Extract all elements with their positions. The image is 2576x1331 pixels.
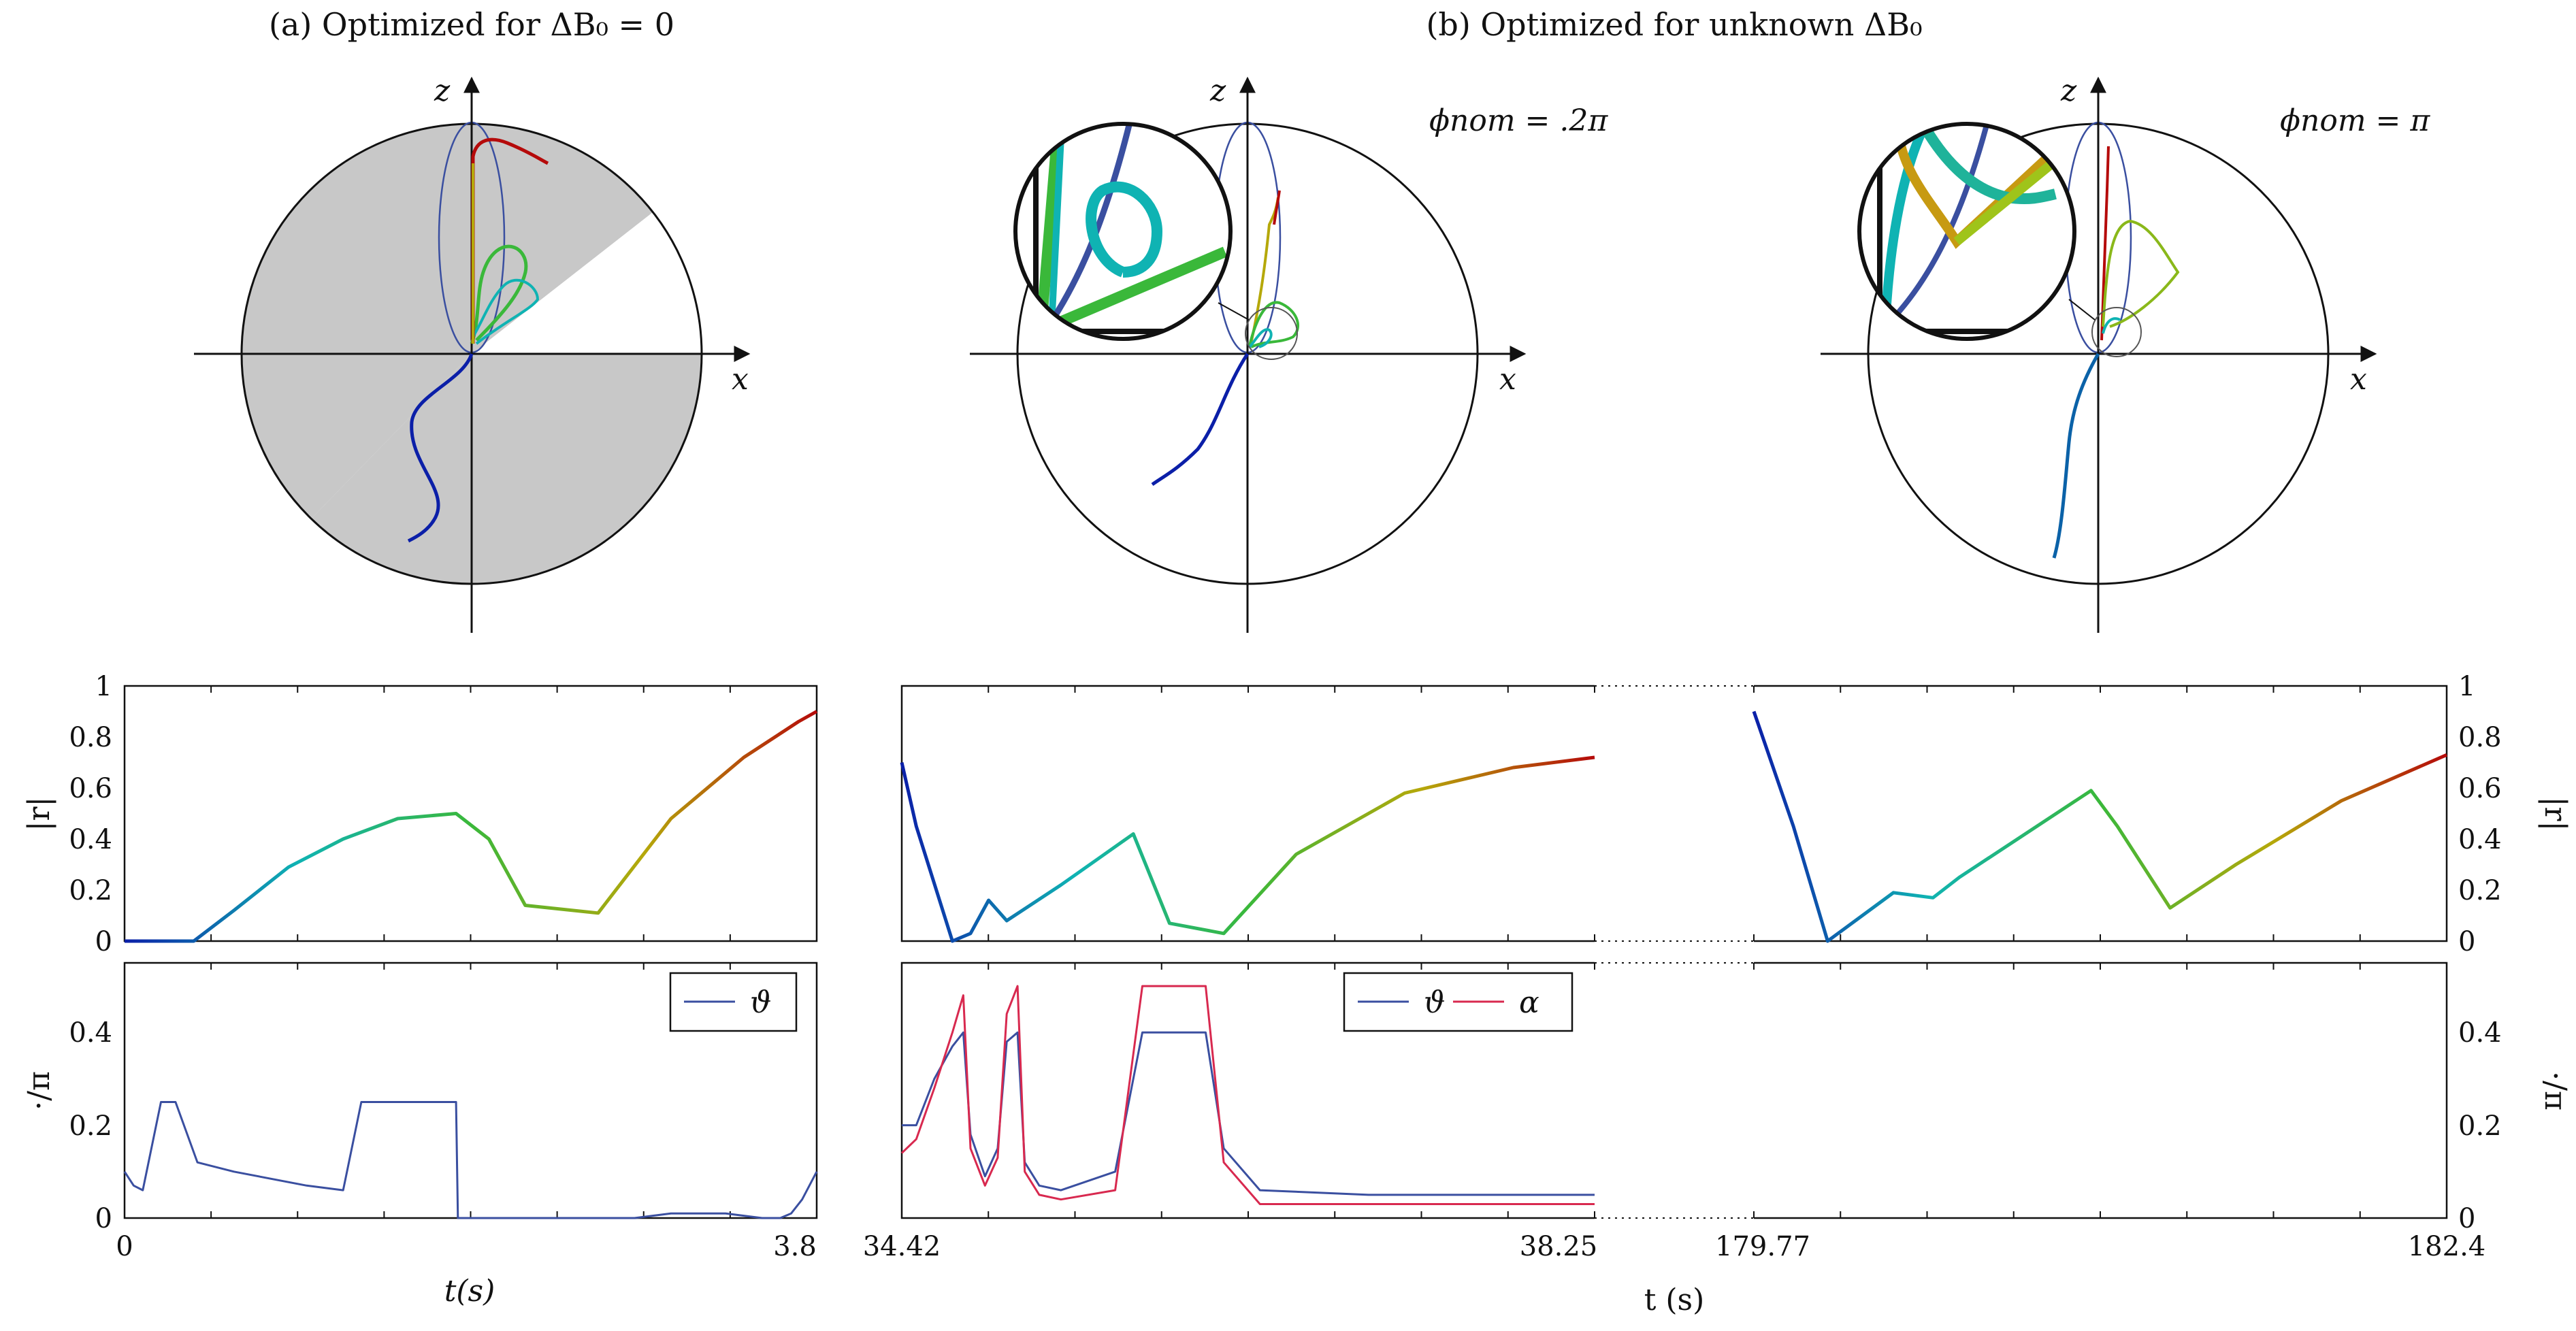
- trajectory-green: [2102, 219, 2180, 328]
- y-label-r-left: |r|: [22, 797, 56, 832]
- r-tick: 1: [2458, 671, 2475, 702]
- z-label: z: [2060, 73, 2077, 108]
- y-label-angle-left: ·/π: [22, 1071, 56, 1111]
- r-tick: 0.6: [2458, 773, 2502, 804]
- series-line-a-r: [125, 710, 818, 943]
- series-line-b-r-left: [900, 755, 1595, 943]
- r-ticks-left: 0 0.2 0.4 0.6 0.8 1: [69, 671, 112, 957]
- zoom-target: [1245, 307, 1298, 360]
- x-label-b: t (s): [1644, 1283, 1705, 1317]
- bloch-sphere-b-mid: x z ϕnom = .2π: [970, 73, 1608, 633]
- r-tick: 0.2: [2458, 875, 2502, 906]
- series-line-b-r-right: [1752, 710, 2447, 943]
- x-tick-b-left-start: 34.42: [863, 1231, 941, 1262]
- bloch-sphere-b-right: x z ϕnom = π: [1821, 73, 2430, 633]
- angle-tick: 0: [95, 1203, 112, 1234]
- plot-frame-b-r-left: [900, 685, 1595, 942]
- x-label: x: [732, 362, 749, 397]
- x-label-a: t(s): [444, 1274, 495, 1309]
- zoom-inset: [1857, 122, 2076, 341]
- angle-tick: 0: [2458, 1203, 2475, 1234]
- series-line-b-angle-left-alpha: [900, 985, 1595, 1205]
- trajectory-red: [471, 137, 549, 344]
- angle-tick: 0.4: [69, 1017, 112, 1049]
- trajectory-blue: [1151, 352, 1250, 487]
- x-tick-a-start: 0: [116, 1231, 133, 1262]
- angle-ticks-right: 0 0.2 0.4: [2458, 1017, 2502, 1234]
- series-line-b-angle-right-theta: [1754, 1102, 2447, 1209]
- x-tick-a-end: 3.8: [773, 1231, 817, 1262]
- angle-tick: 0.4: [2458, 1017, 2502, 1049]
- zoom-target: [2091, 307, 2142, 357]
- trajectory-red: [1273, 190, 1281, 225]
- zoom-connector: [2068, 299, 2096, 321]
- r-tick: 0.4: [69, 824, 112, 855]
- zoom-connector: [1218, 302, 1250, 321]
- x-label: x: [2350, 362, 2367, 397]
- y-label-r-right: |r|: [2538, 797, 2573, 832]
- angle-tick: 0.2: [69, 1111, 112, 1142]
- bloch-sphere-a: x z: [194, 73, 751, 633]
- z-label: z: [434, 73, 451, 108]
- phi-label: ϕnom = π: [2280, 103, 2430, 138]
- x-tick-b-left-end: 38.25: [1520, 1231, 1598, 1262]
- trajectory-green: [1248, 301, 1300, 348]
- legend-label-theta: ϑ: [750, 985, 771, 1020]
- r-tick: 0.4: [2458, 824, 2502, 855]
- legend-a: ϑ: [669, 972, 798, 1032]
- x-label: x: [1499, 362, 1516, 397]
- r-tick: 0: [2458, 926, 2475, 957]
- r-tick: 0.8: [69, 722, 112, 753]
- trajectory-blue: [2052, 352, 2100, 559]
- series-line-b-angle-right-alpha: [1754, 986, 2447, 1200]
- angle-ticks-left: 0 0.2 0.4: [69, 1017, 112, 1234]
- legend-label-alpha: α: [1519, 985, 1539, 1020]
- chart-marks: [123, 686, 2447, 1219]
- z-label: z: [1209, 73, 1226, 108]
- forbidden-region-upper: [242, 124, 702, 354]
- trajectory-teal: [2102, 317, 2121, 334]
- trajectory-green: [470, 244, 528, 344]
- title-b: (b) Optimized for unknown ΔB₀: [1426, 6, 1922, 43]
- trajectory-blue: [407, 353, 474, 543]
- series-line-b-angle-left-theta: [902, 1031, 1595, 1196]
- series-line-a-angle-theta: [123, 1101, 818, 1219]
- plot-frame-b-angle-right: [1754, 962, 2448, 1219]
- r-tick: 0: [95, 926, 112, 957]
- r-ticks-right: 0 0.2 0.4 0.6 0.8 1: [2458, 671, 2502, 957]
- plot-frame-b-r-right: [1754, 685, 2448, 942]
- zoom-inset: [1013, 122, 1233, 341]
- x-tick-b-right-end: 182.4: [2408, 1231, 2486, 1262]
- trajectory-teal: [472, 278, 540, 345]
- plot-frame-a-r: [123, 685, 818, 942]
- legend-label-theta: ϑ: [1424, 985, 1445, 1020]
- angle-tick: 0.2: [2458, 1111, 2502, 1142]
- r-tick: 0.8: [2458, 722, 2502, 753]
- r-tick: 0.2: [69, 875, 112, 906]
- r-tick: 1: [95, 671, 112, 702]
- title-a: (a) Optimized for ΔB₀ = 0: [269, 6, 674, 43]
- phi-label: ϕnom = .2π: [1429, 103, 1608, 138]
- legend-b: ϑ α: [1343, 972, 1574, 1032]
- x-tick-b-right-start: 179.77: [1715, 1231, 1810, 1262]
- trajectory-teal: [1248, 328, 1273, 348]
- y-label-angle-right: ·/π: [2538, 1071, 2573, 1111]
- r-tick: 0.6: [69, 773, 112, 804]
